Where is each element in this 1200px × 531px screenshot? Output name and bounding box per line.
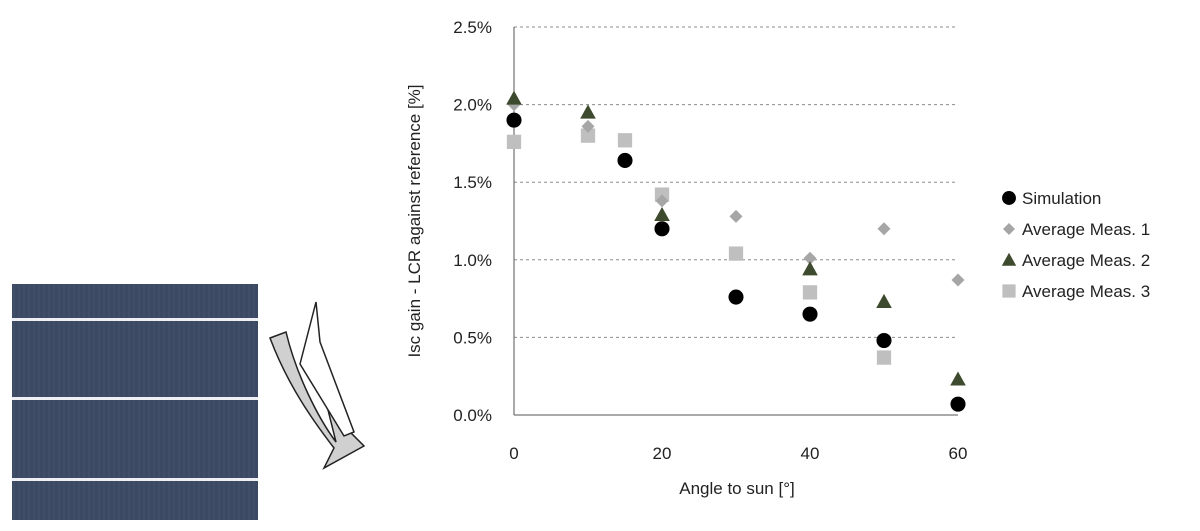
x-tick-labels: 0 20 40 60 — [509, 444, 967, 463]
solar-cell-image — [12, 284, 258, 520]
data-point — [654, 206, 670, 222]
x-axis-title: Angle to sun [°] — [679, 479, 794, 498]
data-point — [654, 221, 670, 237]
legend-label: Average Meas. 2 — [1022, 251, 1150, 270]
y-tick-label: 0.5% — [453, 328, 492, 347]
y-tick-label: 0.0% — [453, 406, 492, 425]
x-tick-label: 20 — [653, 444, 672, 463]
legend-label: Average Meas. 3 — [1022, 282, 1150, 301]
legend: Simulation Average Meas. 1 Average Meas. 2… — [1001, 189, 1150, 301]
data-point — [580, 104, 596, 119]
data-point — [580, 128, 596, 143]
y-tick-labels: 0.0% 0.5% 1.0% 1.5% 2.0% 2.5% — [453, 18, 492, 425]
data-point — [876, 332, 892, 349]
data-point — [506, 90, 522, 105]
y-axis-title: Isc gain - LCR against reference [%] — [405, 84, 424, 357]
data-points — [506, 90, 966, 412]
data-point — [581, 119, 595, 133]
data-point — [802, 285, 818, 300]
curved-arrow-icon — [269, 301, 366, 470]
data-point — [506, 112, 522, 128]
legend-marker — [1001, 252, 1017, 266]
data-point — [802, 306, 818, 322]
y-tick-label: 2.0% — [453, 96, 492, 115]
data-point — [617, 133, 633, 148]
y-tick-label: 1.5% — [453, 173, 492, 192]
y-tick-label: 2.5% — [453, 18, 492, 37]
legend-marker — [1002, 284, 1016, 298]
x-tick-label: 40 — [801, 444, 820, 463]
data-point — [950, 371, 966, 386]
data-point — [655, 194, 669, 208]
y-tick-label: 1.0% — [453, 251, 492, 270]
data-point — [617, 152, 633, 169]
data-point — [728, 246, 744, 261]
data-point — [951, 273, 965, 287]
x-tick-label: 60 — [949, 444, 968, 463]
data-point — [803, 251, 817, 265]
data-point — [950, 396, 966, 412]
legend-label: Simulation — [1022, 189, 1101, 208]
data-point — [876, 293, 892, 308]
data-point — [876, 350, 892, 365]
legend-marker — [1002, 191, 1016, 205]
data-point — [802, 261, 818, 276]
data-point — [506, 134, 522, 149]
legend-label: Average Meas. 1 — [1022, 220, 1150, 239]
data-point — [877, 222, 891, 236]
x-tick-label: 0 — [509, 444, 518, 463]
legend-marker — [1003, 223, 1015, 235]
data-point — [728, 289, 744, 305]
data-point — [729, 209, 743, 223]
